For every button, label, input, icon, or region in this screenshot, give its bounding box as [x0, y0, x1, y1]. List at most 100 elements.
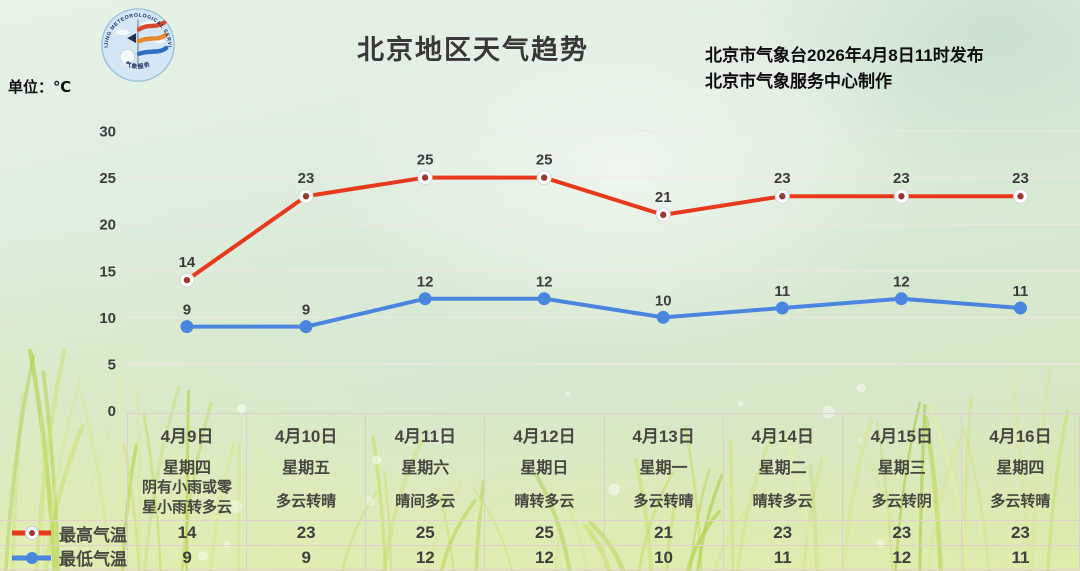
min-temp-value: 12	[841, 545, 961, 570]
max-temp-value: 14	[127, 520, 247, 545]
data-point-label: 25	[536, 152, 553, 169]
weather-label: 多云转晴	[633, 492, 694, 510]
max-temp-marker	[893, 188, 909, 204]
weekday-label: 星期二	[758, 460, 807, 477]
date-label: 4月10日	[275, 427, 338, 446]
data-point-label: 9	[183, 302, 191, 319]
max-temp-value: 23	[722, 520, 842, 545]
date-label: 4月16日	[989, 427, 1052, 446]
day-column-header: 4月14日星期二晴转多云	[722, 413, 842, 520]
forecast-table: 4月9日星期四阴有小雨或零星小雨转多云 4月10日星期五多云转晴 4月11日 星期六晴…	[0, 413, 1080, 570]
date-label: 4月9日	[160, 427, 214, 446]
legend-min-temp: 最低气温	[0, 545, 127, 570]
data-point-label: 23	[1012, 170, 1029, 187]
date-label: 4月14日	[751, 427, 814, 446]
series-legend-label: 最低气温	[59, 550, 127, 569]
min-temp-value: 11	[722, 545, 842, 570]
max-temp-marker	[417, 170, 433, 186]
weather-label: 多云转晴	[990, 492, 1051, 510]
weather-label: 晴间多云	[395, 492, 456, 510]
data-point-label: 23	[298, 170, 315, 187]
y-axis-tick-label: 20	[99, 217, 116, 234]
data-point-label: 10	[655, 292, 672, 309]
weekday-label: 星期四	[996, 460, 1045, 477]
min-temp-marker	[1013, 301, 1027, 315]
min-temp-marker	[894, 292, 908, 306]
y-axis-tick-label: 30	[99, 124, 116, 141]
min-temp-marker	[775, 301, 789, 315]
weekday-label: 星期五	[282, 460, 331, 477]
max-temp-value: 23	[841, 520, 961, 545]
max-temp-value: 23	[960, 520, 1080, 545]
weekday-label: 星期一	[639, 460, 688, 477]
series-line-min-temp	[184, 296, 1023, 329]
logo-red-ribbon	[136, 20, 167, 32]
legend-max-temp: 最高气温	[0, 520, 127, 545]
min-temp-marker	[180, 320, 194, 334]
day-column-header: 4月15日 星期三 多云转阴	[841, 413, 961, 520]
logo-ring-text-bottom: 气象服务	[123, 59, 152, 71]
day-column-header: 4月13日星期一多云转晴	[603, 413, 723, 520]
max-temp-value: 21	[603, 520, 723, 545]
max-temp-line-marker-icon	[12, 526, 51, 540]
max-temp-marker-center	[421, 174, 429, 181]
logo-bird-icon	[127, 33, 137, 44]
data-point-label: 21	[655, 189, 672, 206]
day-column-header: 4月9日星期四阴有小雨或零星小雨转多云	[127, 413, 247, 520]
table-legend-spacer	[0, 413, 127, 520]
weather-label: 多云转晴	[276, 492, 337, 510]
date-label: 4月11日	[394, 427, 457, 446]
series-legend-label: 最高气温	[59, 525, 127, 545]
logo-orange-ribbon	[136, 33, 168, 44]
date-label: 4月12日	[513, 427, 576, 446]
min-temp-marker	[656, 310, 670, 324]
data-point-label: 23	[774, 170, 791, 187]
max-temp-marker	[1012, 188, 1028, 204]
series-line-max-temp	[184, 175, 1023, 283]
y-axis-tick-label: 25	[99, 170, 116, 187]
min-temp-value: 9	[127, 545, 247, 570]
page-title: 北京地区天气趋势	[357, 35, 589, 65]
issued-line-2: 北京市气象服务中心制作	[705, 72, 892, 91]
logo-dome-base	[121, 62, 134, 67]
logo-blue-ribbon	[136, 45, 169, 56]
logo-flagpole	[137, 19, 139, 67]
data-point-label: 12	[536, 274, 553, 291]
beijing-meteorological-service-logo: BEIJING METEOROLOGICAL SERVICE 气象服务	[99, 6, 175, 82]
unit-label: 单位：℃	[8, 79, 72, 96]
min-temp-marker	[537, 292, 551, 306]
min-temp-value: 12	[484, 545, 604, 570]
issued-line-1: 北京市气象台2026年4月8日11时发布	[705, 46, 984, 65]
max-temp-marker-center	[898, 193, 905, 200]
y-axis-tick-label: 10	[99, 310, 116, 327]
min-temp-marker	[299, 320, 313, 334]
weather-label: 阴有小雨或零星小雨转多云	[142, 479, 233, 516]
day-column-header: 4月12日星期日晴转多云	[484, 413, 604, 520]
weekday-label: 星期四	[163, 460, 212, 477]
bokeh-dot	[565, 391, 571, 397]
day-column-header: 4月11日 星期六 晴间多云	[365, 413, 485, 520]
min-temp-line-marker-icon	[12, 551, 51, 564]
date-label: 4月13日	[632, 427, 695, 446]
issued-info: 北京市气象台2026年4月8日11时发布 北京市气象服务中心制作	[705, 43, 984, 95]
date-label: 4月15日	[870, 427, 933, 446]
weekday-label: 星期三	[877, 460, 926, 477]
day-column-header: 4月16日星期四多云转晴	[960, 413, 1080, 520]
data-point-label: 11	[774, 283, 790, 300]
y-axis-tick-label: 15	[99, 263, 116, 280]
bokeh-dot	[856, 383, 866, 393]
max-temp-marker	[298, 188, 314, 204]
data-point-label: 11	[1013, 283, 1029, 300]
max-temp-marker-center	[660, 211, 667, 219]
min-temp-value: 10	[603, 545, 723, 570]
weather-label: 晴转多云	[752, 492, 813, 510]
y-axis-tick-label: 5	[108, 356, 116, 373]
max-temp-marker	[655, 207, 671, 223]
weekday-label: 星期日	[520, 460, 569, 477]
weather-label: 晴转多云	[514, 492, 575, 510]
max-temp-marker	[536, 170, 552, 186]
data-point-label: 12	[893, 274, 910, 291]
max-temp-marker-center	[1017, 193, 1024, 200]
data-point-label: 9	[302, 302, 310, 319]
